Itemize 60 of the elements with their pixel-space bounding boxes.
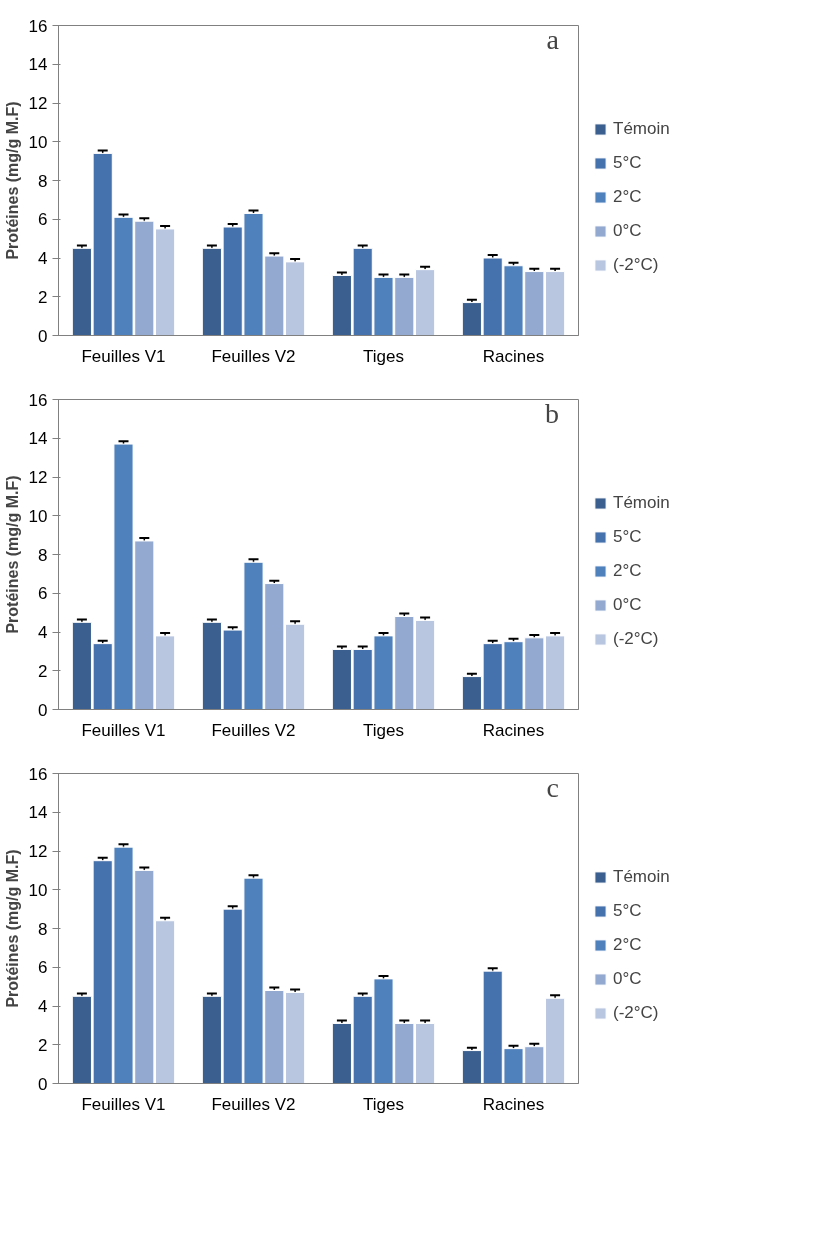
x-tick-label: Feuilles V1 (81, 346, 166, 366)
x-tick-label: Feuilles V2 (211, 346, 296, 366)
y-tick-label: 16 (28, 16, 48, 36)
x-tick-label: Tiges (363, 720, 404, 740)
legend-label: 5°C (613, 901, 642, 921)
legend-label: Témoin (613, 493, 670, 513)
x-tick-label: Tiges (363, 346, 404, 366)
legend-label: 2°C (613, 561, 642, 581)
legend-label: (-2°C) (613, 255, 659, 275)
y-tick-label: 4 (38, 997, 48, 1016)
y-axis-title: Protéines (mg/g M.F) (3, 101, 21, 260)
legend-label: 2°C (613, 935, 642, 955)
y-tick-label: 2 (38, 661, 48, 681)
x-tick-label: Feuilles V2 (211, 1094, 296, 1114)
y-tick-label: 14 (28, 803, 48, 823)
x-tick-label: Tiges (363, 1094, 404, 1114)
x-tick-label: Racines (482, 346, 545, 366)
y-tick-label: 12 (28, 842, 48, 861)
legend-label: 5°C (613, 153, 642, 173)
y-tick-label: 6 (38, 958, 48, 978)
x-tick-label: Feuilles V1 (81, 1094, 166, 1114)
y-tick-label: 14 (28, 55, 48, 75)
y-axis-title: Protéines (mg/g M.F) (3, 849, 21, 1008)
y-tick-label: 10 (28, 880, 48, 900)
y-tick-label: 10 (28, 132, 48, 152)
y-tick-label: 14 (28, 429, 48, 449)
y-tick-label: 6 (38, 210, 48, 230)
x-tick-label: Feuilles V2 (211, 720, 296, 740)
legend-label: Témoin (613, 867, 670, 887)
legend-label: 5°C (613, 527, 642, 547)
x-tick-label: Racines (482, 1094, 545, 1114)
y-tick-label: 2 (38, 1035, 48, 1055)
y-tick-label: 12 (28, 94, 48, 113)
y-tick-label: 10 (28, 506, 48, 526)
annotation: a (546, 23, 560, 55)
y-tick-label: 8 (38, 171, 48, 191)
x-tick-label: Feuilles V1 (81, 720, 166, 740)
y-tick-label: 8 (38, 545, 48, 565)
annotation: b (545, 397, 559, 429)
y-tick-label: 2 (38, 287, 48, 307)
y-tick-label: 8 (38, 919, 48, 939)
y-tick-label: 4 (38, 623, 48, 642)
legend-label: Témoin (613, 119, 670, 139)
y-tick-label: 16 (28, 390, 48, 410)
legend-label: (-2°C) (613, 629, 659, 649)
y-tick-label: 0 (38, 326, 48, 346)
legend-label: 0°C (613, 221, 642, 241)
legend-label: (-2°C) (613, 1003, 659, 1023)
x-tick-label: Racines (482, 720, 545, 740)
annotation: c (546, 771, 560, 803)
y-tick-label: 16 (28, 764, 48, 784)
legend-label: 0°C (613, 595, 642, 615)
y-axis-title: Protéines (mg/g M.F) (3, 475, 21, 634)
y-tick-label: 6 (38, 584, 48, 604)
y-tick-label: 12 (28, 468, 48, 487)
y-tick-label: 4 (38, 249, 48, 268)
legend-label: 2°C (613, 187, 642, 207)
y-tick-label: 0 (38, 1074, 48, 1094)
y-tick-label: 0 (38, 700, 48, 720)
legend-label: 0°C (613, 969, 642, 989)
